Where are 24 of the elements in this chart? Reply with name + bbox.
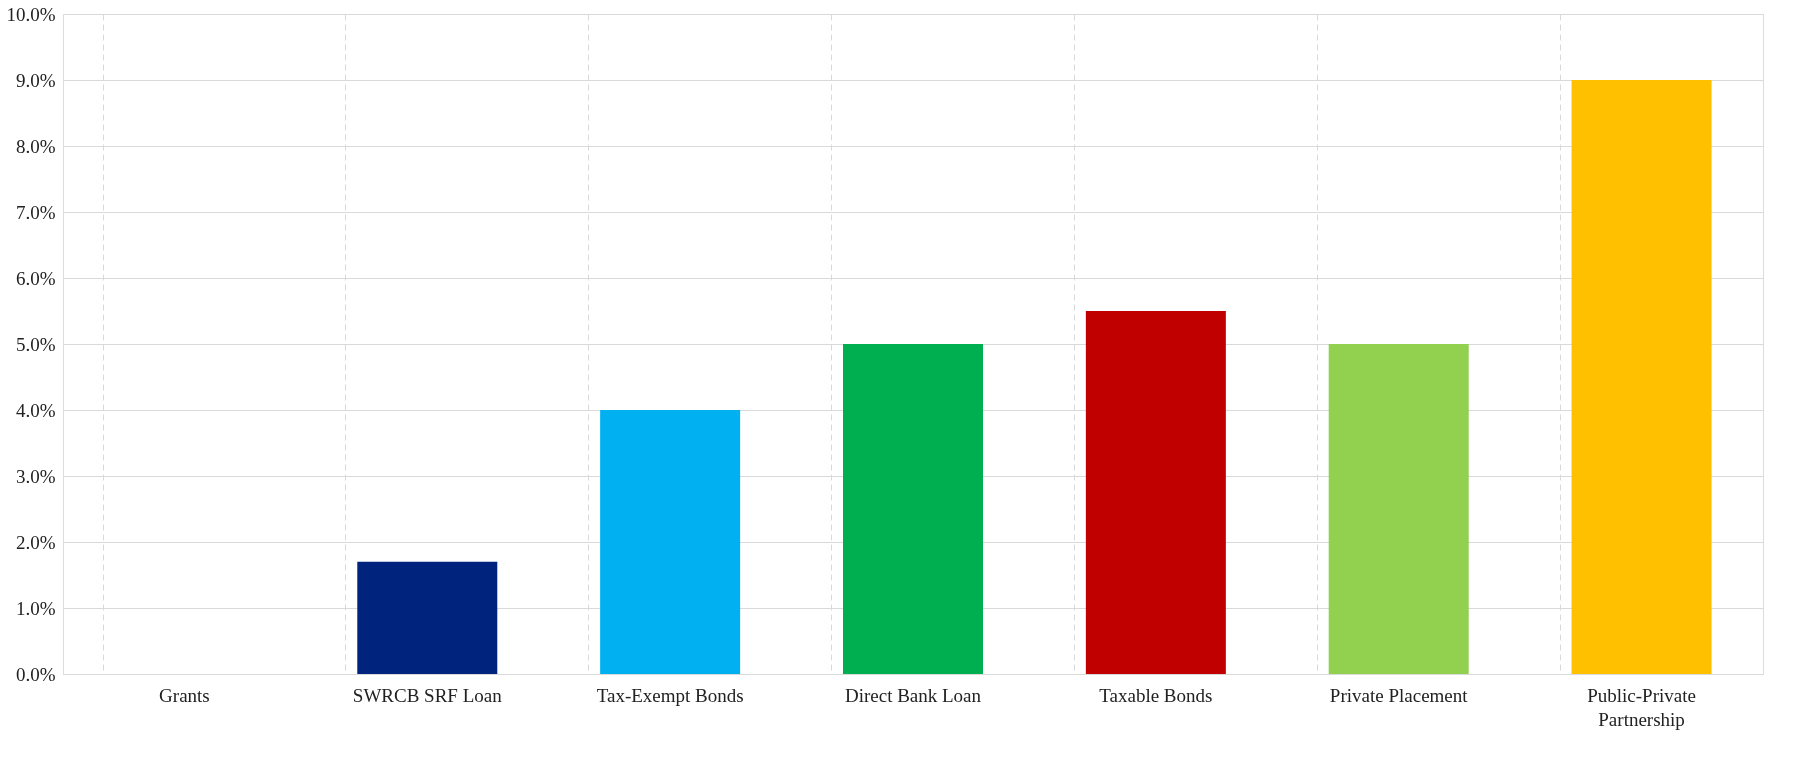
bar — [1571, 80, 1712, 674]
y-tick-label: 8.0% — [15, 135, 56, 157]
x-tick-label: Private Placement — [1329, 684, 1469, 706]
x-tick-label: SWRCB SRF Loan — [352, 684, 503, 706]
y-tick-label: 1.0% — [15, 597, 56, 619]
x-tick-label: Public-Private Partnership — [1587, 684, 1696, 730]
bar — [1085, 311, 1226, 674]
y-tick-label: 10.0% — [6, 3, 56, 25]
x-tick-label: Direct Bank Loan — [844, 684, 982, 706]
y-tick-label: 4.0% — [15, 399, 56, 421]
bar — [357, 561, 498, 674]
x-tick-label: Tax-Exempt Bonds — [596, 684, 744, 706]
y-tick-label: 7.0% — [15, 201, 56, 223]
y-tick-label: 0.0% — [15, 663, 56, 685]
bar — [1328, 344, 1469, 674]
y-tick-label: 2.0% — [15, 531, 56, 553]
y-tick-label: 6.0% — [15, 267, 56, 289]
x-tick-label: Grants — [159, 684, 210, 706]
bar — [600, 410, 741, 674]
y-tick-label: 5.0% — [15, 333, 56, 355]
y-tick-label: 3.0% — [15, 465, 56, 487]
x-tick-label: Taxable Bonds — [1099, 684, 1213, 706]
bar — [843, 344, 983, 674]
y-tick-label: 9.0% — [15, 69, 56, 91]
